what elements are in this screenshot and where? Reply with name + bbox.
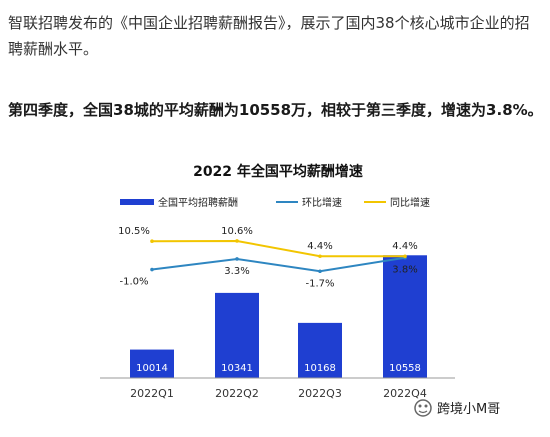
- x-tick-label: 2022Q3: [298, 387, 342, 400]
- bar-value-label: 10558: [389, 363, 421, 374]
- series-value-label: 3.3%: [224, 266, 249, 277]
- series-point: [150, 239, 154, 244]
- bar: [130, 349, 174, 378]
- legend-item: 全国平均招聘薪酬: [120, 196, 238, 209]
- series-value-label: 10.6%: [221, 226, 253, 237]
- intro-paragraph: 智联招聘发布的《中国企业招聘薪酬报告》，展示了国内38个核心城市企业的招聘薪酬水…: [8, 14, 530, 58]
- bar-value-label: 10014: [136, 363, 168, 374]
- plot-area: 10014 10341 10168 10558 -1.0% 3.3% -1.7% 3.8% 10…: [118, 226, 427, 378]
- bar: [298, 322, 342, 378]
- legend-swatch: [120, 199, 154, 205]
- bar-group: 10014: [130, 349, 174, 378]
- series-point: [318, 269, 322, 274]
- legend-swatch: [364, 201, 386, 203]
- series-value-label: 4.4%: [307, 241, 332, 252]
- x-tick-label: 2022Q1: [130, 387, 174, 400]
- series-value-label: -1.7%: [305, 278, 334, 289]
- bar: [383, 255, 427, 378]
- bar-group: 10168: [298, 322, 342, 378]
- legend-item: 环比增速: [276, 196, 342, 209]
- legend-item: 同比增速: [364, 196, 430, 209]
- legend-label: 全国平均招聘薪酬: [158, 196, 238, 209]
- chart-svg: 2022 年全国平均薪酬增速 全国平均招聘薪酬 环比增速 同比增速 10014 103…: [100, 163, 500, 417]
- legend-label: 同比增速: [390, 196, 430, 209]
- chart-legend: 全国平均招聘薪酬 环比增速 同比增速: [120, 196, 430, 209]
- chart-title: 2022 年全国平均薪酬增速: [193, 163, 363, 180]
- legend-swatch: [276, 201, 298, 203]
- x-tick-label: 2022Q4: [383, 387, 427, 400]
- bar: [215, 292, 259, 378]
- series-point: [403, 254, 407, 259]
- headline-paragraph: 第四季度，全国38城的平均薪酬为10558万，相较于第三季度，增速为3.8%。: [8, 101, 543, 119]
- bar-value-label: 10341: [221, 363, 253, 374]
- series-value-label: 4.4%: [392, 241, 417, 252]
- series-value-label: 3.8%: [392, 265, 417, 276]
- series-point: [235, 257, 239, 261]
- legend-label: 环比增速: [302, 196, 342, 209]
- watermark: 跨境小M哥: [414, 399, 500, 417]
- chart-container: 2022 年全国平均薪酬增速 全国平均招聘薪酬 环比增速 同比增速 10014 103…: [0, 150, 550, 437]
- series-point: [150, 267, 154, 272]
- series-line: [151, 256, 406, 273]
- series-line: [151, 239, 405, 258]
- bar-group: 10341: [215, 292, 259, 378]
- watermark-text: 跨境小M哥: [437, 402, 500, 417]
- x-tick-label: 2022Q2: [215, 387, 259, 400]
- wechat-icon: [414, 399, 432, 417]
- x-axis: 2022Q1 2022Q2 2022Q3 2022Q4: [100, 377, 455, 400]
- series-point: [235, 239, 239, 243]
- series-value-label: -1.0%: [119, 277, 148, 288]
- bar-group: 10558: [383, 255, 427, 378]
- bar-value-label: 10168: [304, 363, 336, 374]
- series-point: [318, 254, 322, 259]
- series-value-label: 10.5%: [118, 226, 150, 237]
